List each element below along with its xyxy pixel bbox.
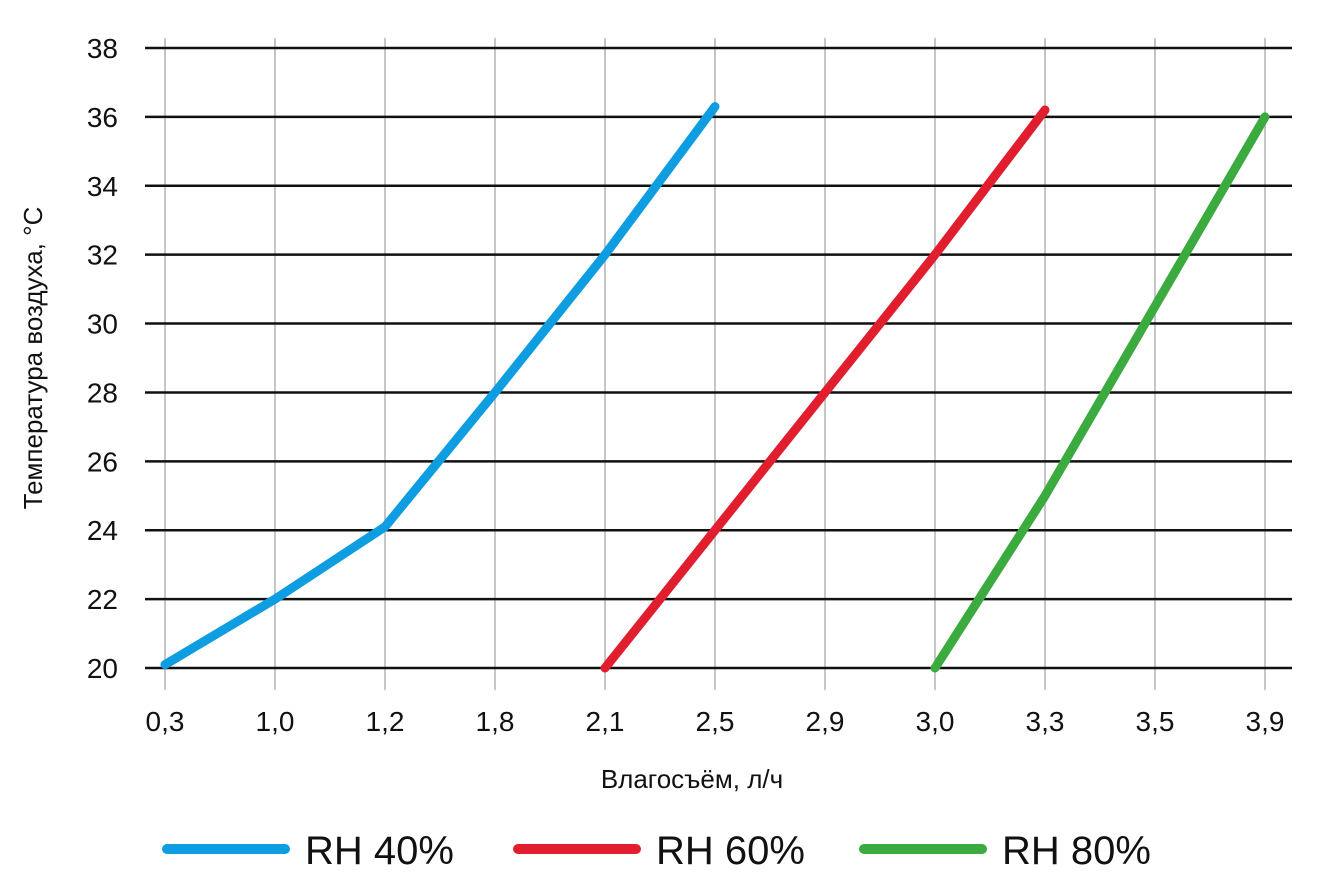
series-lines xyxy=(160,102,1270,673)
series-line-3 xyxy=(930,112,1270,673)
x-tick-label: 2,9 xyxy=(806,706,845,737)
series-line-1 xyxy=(160,102,720,670)
legend-label: RH 40% xyxy=(305,829,454,873)
x-tick-labels: 0,3 1,0 1,2 1,8 2,1 2,5 2,9 3,0 3,3 3,5 3,9 xyxy=(146,706,1285,737)
x-axis-label: Влагосъём, л/ч xyxy=(601,764,783,794)
y-axis-label: Температура воздуха, °C xyxy=(18,207,48,510)
y-tick-label: 22 xyxy=(87,584,118,615)
x-tick-label: 3,5 xyxy=(1136,706,1175,737)
legend: RH 40% RH 60% RH 80% xyxy=(162,829,1151,873)
x-tick-label: 3,0 xyxy=(916,706,955,737)
vertical-gridlines xyxy=(164,38,1266,690)
x-tick-label: 2,1 xyxy=(586,706,625,737)
x-tick-label: 1,2 xyxy=(366,706,405,737)
y-tick-label: 20 xyxy=(87,653,118,684)
x-tick-label: 2,5 xyxy=(696,706,735,737)
y-tick-label: 26 xyxy=(87,446,118,477)
legend-label: RH 80% xyxy=(1002,829,1151,873)
y-tick-label: 38 xyxy=(87,33,118,64)
y-tick-labels: 20 22 24 26 28 30 32 34 36 38 xyxy=(87,33,118,684)
series-line-2 xyxy=(600,105,1050,673)
x-tick-label: 1,8 xyxy=(476,706,515,737)
y-tick-label: 28 xyxy=(87,377,118,408)
y-tick-label: 30 xyxy=(87,309,118,340)
x-tick-label: 1,0 xyxy=(256,706,295,737)
legend-label: RH 60% xyxy=(656,829,805,873)
x-tick-label: 3,9 xyxy=(1246,706,1285,737)
y-tick-label: 32 xyxy=(87,240,118,271)
y-tick-label: 24 xyxy=(87,515,118,546)
x-tick-label: 3,3 xyxy=(1026,706,1065,737)
x-tick-label: 0,3 xyxy=(146,706,185,737)
y-tick-label: 34 xyxy=(87,171,118,202)
y-tick-label: 36 xyxy=(87,102,118,133)
